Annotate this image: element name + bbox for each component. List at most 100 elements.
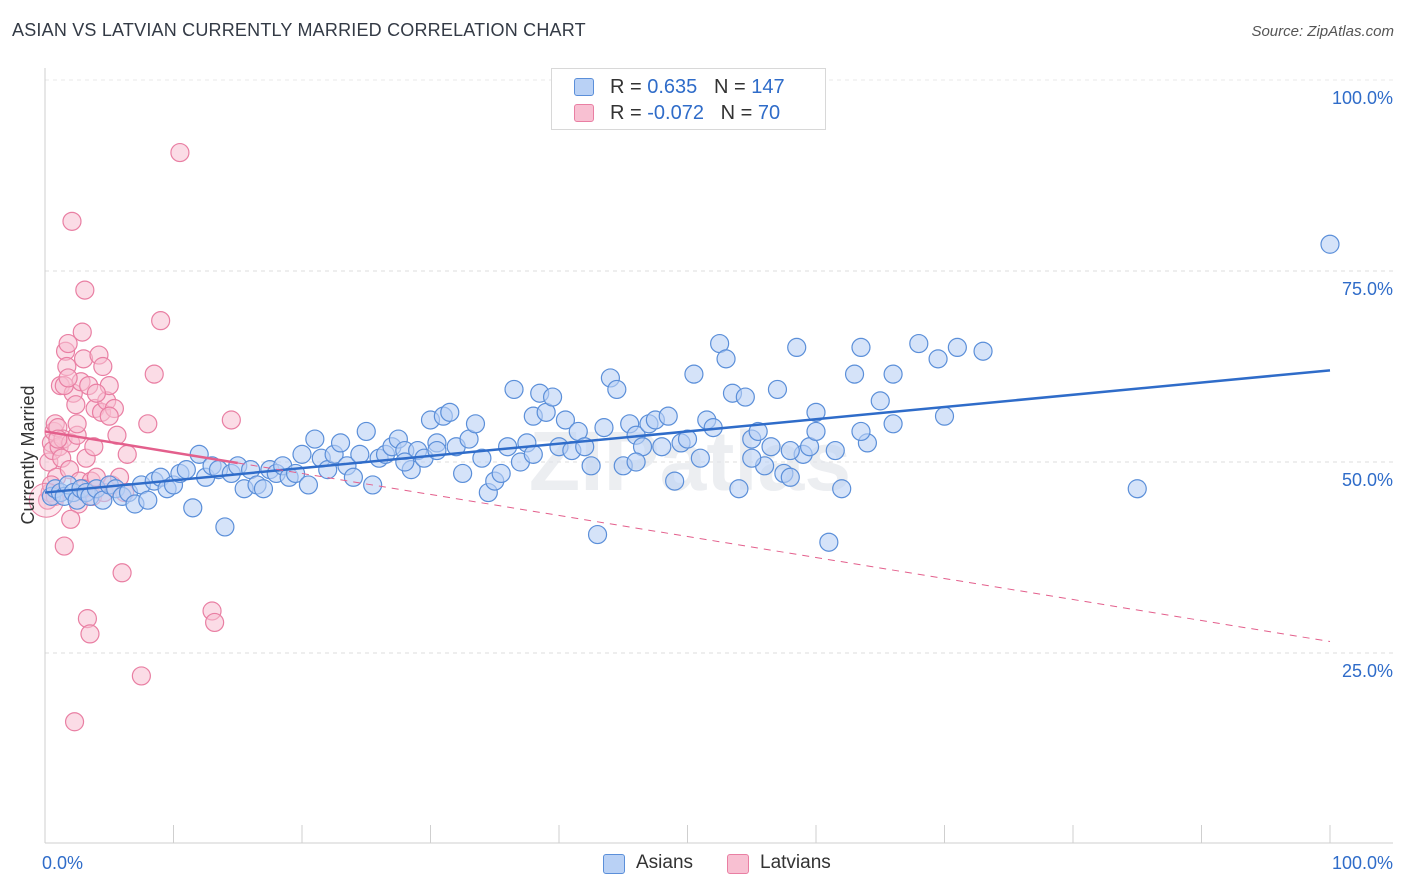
r-label: R =: [610, 102, 648, 124]
asian-point: [761, 437, 781, 457]
asian-point: [883, 364, 903, 384]
asian-point: [748, 421, 768, 442]
asian-point: [1320, 234, 1340, 254]
latvians-legend-label: Latvians: [760, 852, 831, 873]
latvian-point: [170, 142, 190, 163]
asian-point: [729, 479, 749, 499]
source-credit: Source: ZipAtlas.com: [1251, 23, 1394, 40]
asian-point: [440, 402, 460, 422]
y-tick-label: 25.0%: [1342, 661, 1393, 681]
asian-point: [298, 475, 319, 495]
latvian-point: [67, 414, 87, 434]
asian-point: [581, 456, 601, 476]
latvian-point: [221, 410, 241, 430]
asian-point: [1127, 479, 1147, 499]
asian-point: [806, 402, 826, 422]
asian-point: [767, 379, 788, 400]
asian-point: [356, 421, 376, 442]
asian-point: [350, 444, 370, 464]
latvian-point: [117, 444, 137, 464]
latvian-point: [151, 311, 171, 331]
asian-point: [330, 433, 351, 453]
asian-point: [305, 429, 325, 449]
asian-point: [594, 418, 614, 438]
asian-point: [934, 406, 955, 426]
asian-point: [928, 349, 948, 369]
asian-point: [652, 437, 672, 457]
latvian-point: [66, 395, 86, 415]
asian-point: [851, 337, 871, 357]
asian-point: [138, 490, 158, 510]
asian-point: [292, 444, 312, 464]
latvian-point: [58, 368, 78, 388]
asian-point: [607, 379, 627, 400]
n-value-latvians: 70: [757, 102, 781, 124]
latvian-point: [84, 437, 104, 457]
latvian-point: [99, 406, 119, 426]
asian-point: [735, 387, 755, 407]
r-value-latvians: -0.072: [647, 102, 704, 124]
asian-point: [684, 364, 704, 384]
latvian-point: [112, 563, 132, 583]
asians-legend-swatch: [603, 854, 625, 874]
asian-point: [806, 421, 826, 442]
latvian-series: [28, 142, 241, 732]
asian-point: [973, 341, 993, 361]
asian-point: [832, 479, 852, 499]
latvian-trend-extension: [237, 462, 1331, 643]
latvian-point: [54, 536, 74, 556]
asian-point: [780, 440, 800, 461]
latvian-point: [80, 624, 100, 644]
latvian-point: [93, 356, 113, 377]
asian-point: [465, 414, 486, 434]
latvian-point: [86, 383, 107, 403]
latvian-point: [61, 509, 81, 529]
asian-point: [587, 524, 608, 545]
y-tick-label: 50.0%: [1342, 470, 1393, 490]
asian-point: [176, 460, 196, 480]
latvian-point: [131, 666, 151, 686]
asian-point: [472, 448, 492, 468]
asian-point: [491, 463, 511, 484]
asian-point: [851, 421, 871, 442]
asian-point: [742, 448, 762, 468]
asian-series: [41, 234, 1340, 552]
grid-lines: [45, 79, 1393, 654]
asian-point: [523, 444, 543, 464]
asian-point: [626, 452, 646, 472]
asian-point: [819, 532, 839, 552]
asian-point: [183, 498, 203, 518]
y-tick-label: 75.0%: [1342, 279, 1393, 299]
latvian-point: [72, 322, 92, 342]
asian-point: [870, 391, 890, 411]
y-tick-label: 100.0%: [1332, 88, 1393, 108]
asian-point: [215, 517, 235, 537]
latvian-trend-line: [44, 430, 238, 465]
asian-point: [665, 471, 685, 491]
asian-point: [825, 440, 845, 461]
y-axis-label: Currently Married: [18, 385, 38, 524]
latvians-swatch: [574, 104, 594, 122]
asian-point: [504, 379, 524, 400]
x-tick-label: 0.0%: [42, 853, 83, 873]
asian-point: [909, 333, 929, 354]
asian-point: [844, 364, 865, 384]
asian-point: [395, 452, 415, 472]
latvian-point: [64, 712, 85, 732]
asian-point: [787, 337, 807, 357]
latvian-point: [62, 211, 82, 231]
asian-point: [677, 429, 698, 449]
latvian-point: [144, 364, 164, 384]
asian-point: [555, 410, 576, 430]
asian-point: [253, 479, 274, 499]
asian-point: [343, 467, 363, 487]
asians-legend-label: Asians: [636, 852, 694, 873]
asian-point: [780, 467, 800, 487]
asian-point: [453, 463, 473, 484]
chart-title: ASIAN VS LATVIAN CURRENTLY MARRIED CORRE…: [12, 20, 586, 40]
r-label: R =: [610, 76, 648, 98]
n-label: N =: [720, 102, 758, 124]
series-legend: Asians Latvians: [0, 850, 1406, 880]
latvian-point: [138, 414, 158, 434]
